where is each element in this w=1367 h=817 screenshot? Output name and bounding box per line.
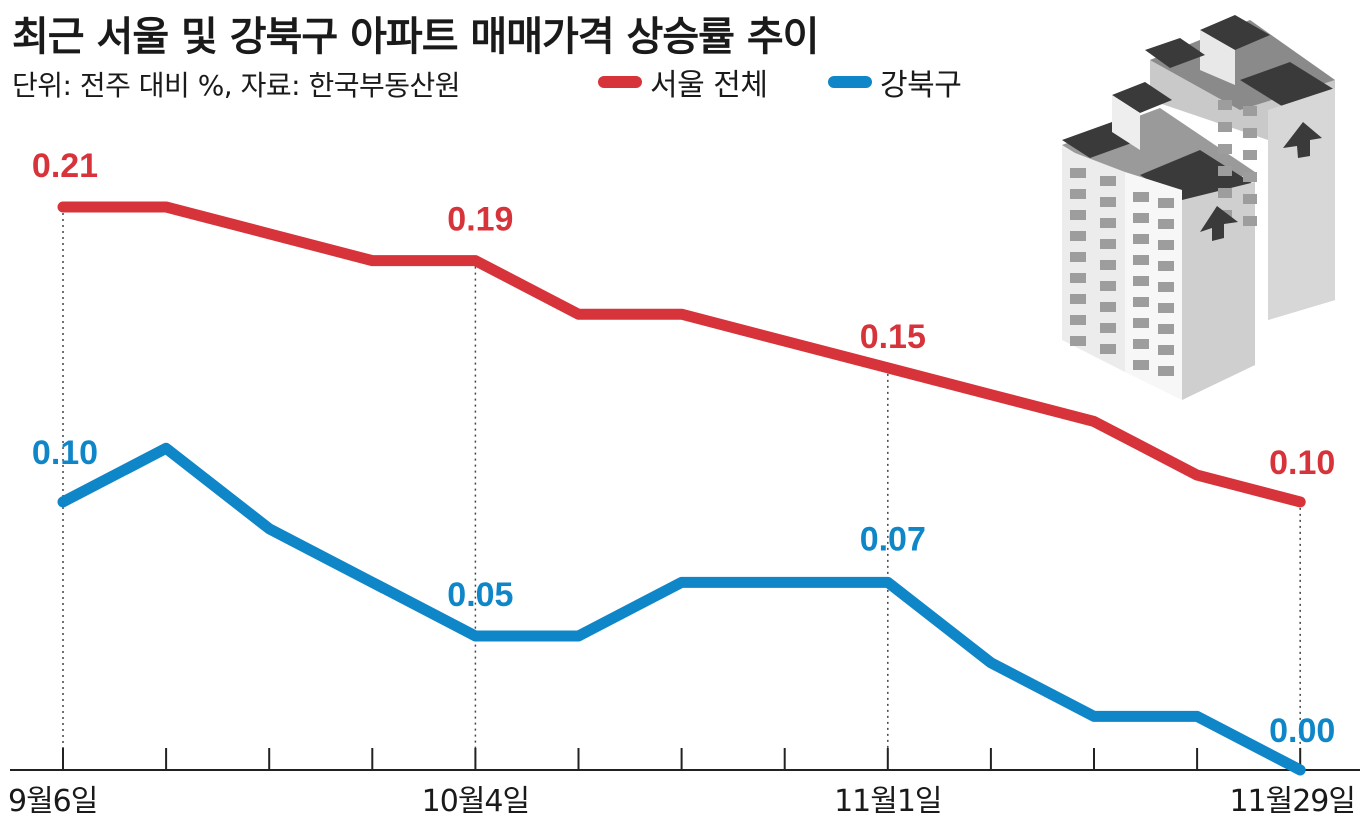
x-tick-labels: 9월6일 10월4일 11월1일 11월29일 [8, 784, 1356, 817]
window [1158, 261, 1174, 271]
legend-label-seoul: 서울 전체 [650, 68, 768, 103]
window [1133, 213, 1149, 223]
chart-title: 최근 서울 및 강북구 아파트 매매가격 상승률 추이 [12, 14, 819, 60]
window [1070, 273, 1086, 283]
window [1218, 166, 1232, 176]
apartment-buildings-illustration [1062, 15, 1335, 400]
window [1158, 219, 1174, 229]
window [1243, 194, 1257, 204]
window [1100, 323, 1116, 333]
x-axis [10, 748, 1360, 771]
building-icon [1062, 15, 1335, 400]
window [1158, 345, 1174, 355]
legend-swatch-seoul [598, 76, 642, 88]
window [1133, 276, 1149, 286]
window [1070, 189, 1086, 199]
window [1133, 339, 1149, 349]
window [1100, 218, 1116, 228]
window [1100, 302, 1116, 312]
guide-lines [62, 207, 1301, 770]
legend-item-gangbuk: 강북구 [828, 60, 962, 104]
window [1218, 144, 1232, 154]
window [1133, 255, 1149, 265]
data-label: 0.07 [860, 520, 926, 558]
window [1100, 260, 1116, 270]
window [1133, 297, 1149, 307]
window [1158, 282, 1174, 292]
window [1243, 150, 1257, 160]
window [1070, 294, 1086, 304]
window [1158, 324, 1174, 334]
window [1070, 315, 1086, 325]
window [1070, 168, 1086, 178]
window [1100, 239, 1116, 249]
data-label: 0.10 [32, 434, 98, 472]
window [1158, 198, 1174, 208]
window [1243, 106, 1257, 116]
window [1218, 100, 1232, 110]
series-line-seoul [57, 201, 1306, 508]
legend-label-gangbuk: 강북구 [880, 68, 962, 103]
window [1070, 210, 1086, 220]
data-label: 0.10 [1269, 444, 1335, 482]
window [1133, 234, 1149, 244]
window [1070, 252, 1086, 262]
chart-subtitle: 단위: 전주 대비 %, 자료: 한국부동산원 [12, 69, 461, 102]
window [1133, 360, 1149, 370]
window [1100, 281, 1116, 291]
window [1243, 128, 1257, 138]
window [1133, 318, 1149, 328]
x-tick-label: 10월4일 [422, 784, 529, 817]
data-label: 0.15 [860, 318, 926, 356]
legend-swatch-gangbuk [828, 76, 872, 88]
legend-item-seoul: 서울 전체 [598, 60, 768, 104]
window [1218, 122, 1232, 132]
window [1218, 188, 1232, 198]
window [1100, 197, 1116, 207]
x-tick-label: 11월29일 [1229, 784, 1355, 817]
window [1158, 303, 1174, 313]
data-label: 0.19 [447, 201, 513, 239]
window [1100, 344, 1116, 354]
window [1070, 231, 1086, 241]
window [1070, 336, 1086, 346]
window [1158, 240, 1174, 250]
building-windows [1070, 100, 1257, 376]
x-tick-label: 11월1일 [834, 784, 941, 817]
data-label: 0.05 [447, 576, 513, 614]
window [1243, 172, 1257, 182]
data-label: 0.21 [32, 147, 98, 185]
series-group [57, 201, 1306, 776]
data-labels: 0.21 0.19 0.15 0.10 0.10 0.05 0.07 0.00 [32, 147, 1335, 750]
series-line-gangbuk [57, 442, 1306, 776]
data-label: 0.00 [1269, 712, 1335, 750]
window [1158, 366, 1174, 376]
window [1243, 216, 1257, 226]
x-tick-label: 9월6일 [8, 784, 97, 817]
window [1133, 192, 1149, 202]
window [1100, 176, 1116, 186]
up-arrow-icon [1200, 122, 1322, 241]
